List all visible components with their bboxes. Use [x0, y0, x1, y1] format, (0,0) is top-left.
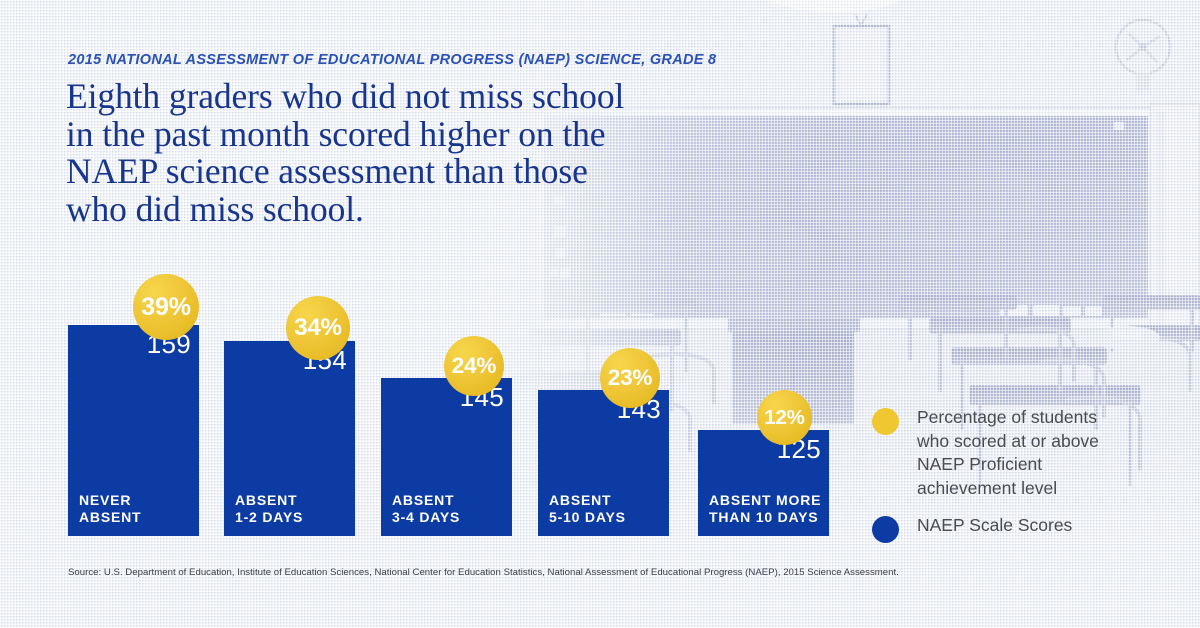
- legend-blue-label: NAEP Scale Scores: [917, 515, 1073, 535]
- page-title: Eighth graders who did not miss school i…: [66, 76, 726, 229]
- bar-label-5: ABSENT MORE THAN 10 DAYS: [709, 492, 822, 525]
- bar-absent-3-4-days: 145 ABSENT 3-4 DAYS: [381, 378, 512, 536]
- bar-absent-1-2-days: 154 ABSENT 1-2 DAYS: [224, 341, 355, 536]
- headline-line-2: in the past month scored higher on the: [66, 113, 606, 154]
- badge-percent-3: 24%: [444, 336, 504, 396]
- bar-label-3: ABSENT 3-4 DAYS: [392, 492, 461, 525]
- bar-absent-5-10-days: 143 ABSENT 5-10 DAYS: [538, 390, 669, 536]
- legend-gold-dot-icon: [872, 408, 899, 435]
- legend-item-percentage: Percentage of students who scored at or …: [872, 406, 1172, 500]
- badge-percent-1: 39%: [133, 274, 199, 340]
- eyebrow-label: 2015 NATIONAL ASSESSMENT OF EDUCATIONAL …: [68, 52, 717, 68]
- bar-label-2: ABSENT 1-2 DAYS: [235, 492, 304, 525]
- headline-line-1: Eighth graders who did not miss school: [66, 76, 625, 116]
- bar-label-4: ABSENT 5-10 DAYS: [549, 492, 626, 525]
- badge-percent-2: 34%: [286, 296, 350, 360]
- badge-percent-4: 23%: [600, 348, 660, 408]
- bar-label-1: NEVER ABSENT: [79, 492, 142, 525]
- legend-item-scale-scores: NAEP Scale Scores: [872, 514, 1172, 543]
- legend-blue-dot-icon: [872, 516, 899, 543]
- chart-legend: Percentage of students who scored at or …: [872, 406, 1172, 557]
- source-note: Source: U.S. Department of Education, In…: [68, 567, 899, 578]
- headline-line-3: NAEP science assessment than those: [66, 151, 588, 191]
- bar-absent-more-than-10-days: 125 ABSENT MORE THAN 10 DAYS: [698, 430, 829, 536]
- bar-never-absent: 159 NEVER ABSENT: [68, 325, 199, 536]
- headline-line-4: who did miss school.: [66, 188, 364, 229]
- badge-percent-5: 12%: [757, 390, 812, 445]
- legend-gold-label: Percentage of students who scored at or …: [917, 407, 1099, 498]
